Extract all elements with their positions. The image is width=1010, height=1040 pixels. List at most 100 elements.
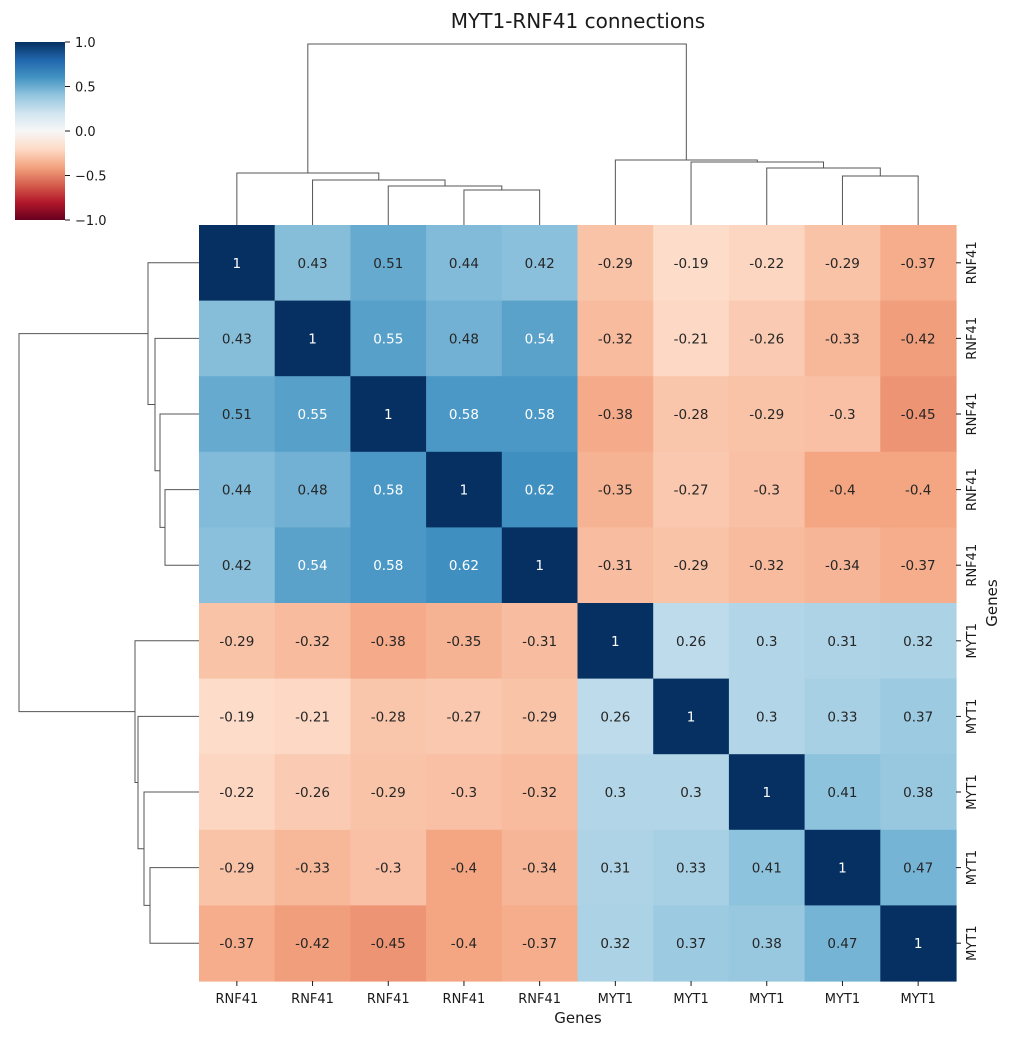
dendrogram-link [614,159,758,225]
cell-value-label: -0.45 [901,407,936,423]
dendrogram-link [137,715,199,850]
heatmap-cell [426,376,503,453]
heatmap-cell [880,678,957,755]
heatmap-cell [880,376,957,453]
heatmap-cell [880,451,957,528]
colorbar-tick-label: −0.5 [75,170,107,185]
heatmap-cell [804,829,881,906]
cell-value-label: -0.4 [451,861,477,877]
cell-value-label: 1 [535,558,544,574]
x-tick-label: MYT1 [598,992,633,1007]
heatmap-cell [577,376,654,453]
cell-value-label: -0.32 [749,558,784,574]
heatmap-cell [426,678,503,755]
heatmap-cell [728,829,806,906]
heatmap-cell [728,527,806,604]
row-dendrogram [18,262,199,944]
heatmap-cell [577,225,654,302]
cell-value-label: -0.42 [901,331,936,347]
dendrogram-link [841,175,919,225]
heatmap-cell [501,603,579,680]
cell-value-label: -0.21 [674,331,709,347]
heatmap-cell [577,678,654,755]
cell-value-label: 0.3 [756,709,777,725]
dendrogram-link [312,179,446,225]
cell-value-label: 0.3 [756,634,777,650]
y-tick-label: MYT1 [965,699,980,734]
cell-value-label: -0.29 [598,256,633,272]
cell-value-label: -0.22 [219,785,254,801]
x-tick-label: RNF41 [291,992,334,1007]
heatmap-cell [728,905,806,982]
heatmap-cell [350,829,427,906]
y-axis-label: Genes [983,579,1001,627]
heatmap-cell [577,300,654,377]
cell-value-label: 1 [762,785,771,801]
heatmap-cell [426,754,503,831]
heatmap-cell [728,754,806,831]
heatmap-cell [199,376,276,453]
heatmap-cell [199,527,276,604]
cell-value-label: 0.38 [903,785,933,801]
cell-value-label: 0.32 [903,634,933,650]
heatmap-cell [426,225,503,302]
heatmap-cell [350,905,427,982]
heatmap-cell [577,905,654,982]
dendrogram-link [154,337,199,472]
dendrogram-link [463,189,541,225]
cell-value-label: -0.38 [598,407,633,423]
heatmap-cell [199,829,276,906]
x-tick-label: RNF41 [215,992,258,1007]
heatmap-cell [577,603,654,680]
heatmap-cell [274,451,351,528]
heatmap-cell [274,527,351,604]
cell-value-label: 0.58 [373,483,403,499]
colorbar-tick-label: 0.0 [75,125,96,140]
heatmap-cell [577,527,654,604]
heatmap-cell [653,754,730,831]
cell-value-label: 1 [687,709,696,725]
colorbar-tick-label: 0.5 [75,81,96,96]
y-tick-label: MYT1 [965,774,980,809]
x-tick-label: RNF41 [443,992,486,1007]
cell-value-label: 0.62 [449,558,479,574]
heatmap-cell [501,754,579,831]
cell-value-label: 0.3 [680,785,701,801]
cell-value-label: -0.29 [371,785,406,801]
heatmap-cell [880,754,957,831]
cell-value-label: 0.26 [600,709,630,725]
heatmap-cell [653,527,730,604]
cell-value-label: -0.29 [825,256,860,272]
cell-value-label: -0.4 [905,483,931,499]
y-tick-label: RNF41 [965,317,980,360]
y-tick-label: MYT1 [965,850,980,885]
cell-value-label: -0.32 [295,634,330,650]
heatmap-cell [199,603,276,680]
cell-value-label: 0.47 [903,861,933,877]
cell-value-label: 0.38 [752,936,782,952]
cell-value-label: -0.4 [829,483,855,499]
cell-value-label: -0.33 [295,861,330,877]
cell-value-label: 0.31 [600,861,630,877]
cell-value-label: -0.42 [295,936,330,952]
heatmap-cell [728,603,806,680]
cell-value-label: -0.3 [829,407,855,423]
x-axis-label: Genes [554,1009,602,1027]
heatmap-cell [199,300,276,377]
heatmap-cell [804,451,881,528]
cell-value-label: 0.43 [222,331,252,347]
cell-value-label: -0.34 [522,861,557,877]
cell-value-label: -0.45 [371,936,406,952]
cell-value-label: -0.38 [371,634,406,650]
cell-value-label: -0.33 [825,331,860,347]
cell-value-label: 0.47 [827,936,857,952]
cell-value-label: 0.42 [222,558,252,574]
heatmap-cell [426,451,503,528]
cell-value-label: -0.37 [901,558,936,574]
cell-value-label: 0.41 [752,861,782,877]
cell-value-label: -0.3 [451,785,477,801]
cell-value-label: -0.19 [219,709,254,725]
heatmap-cell [577,754,654,831]
heatmap-cell [350,754,427,831]
